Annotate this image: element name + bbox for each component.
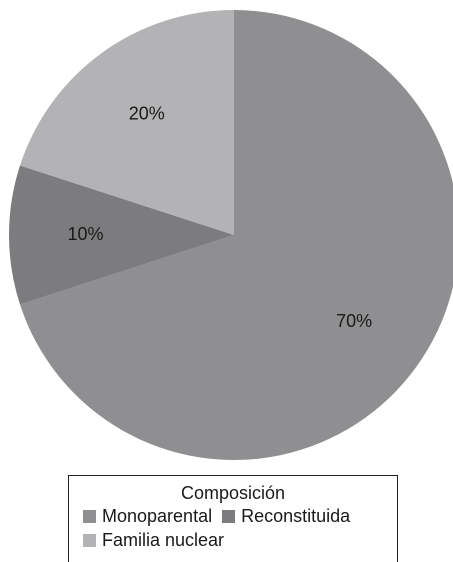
legend-swatch-familia-nuclear (83, 533, 96, 547)
slice-label-familia-nuclear: 20% (129, 104, 165, 124)
pie-slice-monoparental (20, 10, 453, 460)
legend-title: Composición (180, 483, 286, 503)
legend-row-2: Familia nuclear (83, 528, 397, 552)
legend-row-1: Monoparental Reconstituida (83, 504, 397, 528)
slice-label-reconstituida: 10% (67, 224, 103, 244)
slice-label-monoparental: 70% (336, 311, 372, 331)
legend-item-familia-nuclear: Familia nuclear (83, 528, 224, 552)
legend-label-familia-nuclear: Familia nuclear (102, 530, 225, 550)
pie-slice-familia-nuclear (20, 10, 234, 235)
legend-label-reconstituida: Reconstituida (241, 506, 351, 526)
legend-item-monoparental: Monoparental (83, 504, 212, 528)
legend-item-reconstituida: Reconstituida (222, 504, 350, 528)
legend-swatch-reconstituida (222, 509, 236, 523)
legend: Composición Monoparental Reconstituida F… (68, 475, 398, 562)
legend-swatch-monoparental (83, 509, 96, 523)
pie-slice-reconstituida (8, 165, 234, 305)
legend-label-monoparental: Monoparental (102, 506, 213, 526)
pie-chart: 70% 10% 20% (8, 10, 453, 460)
